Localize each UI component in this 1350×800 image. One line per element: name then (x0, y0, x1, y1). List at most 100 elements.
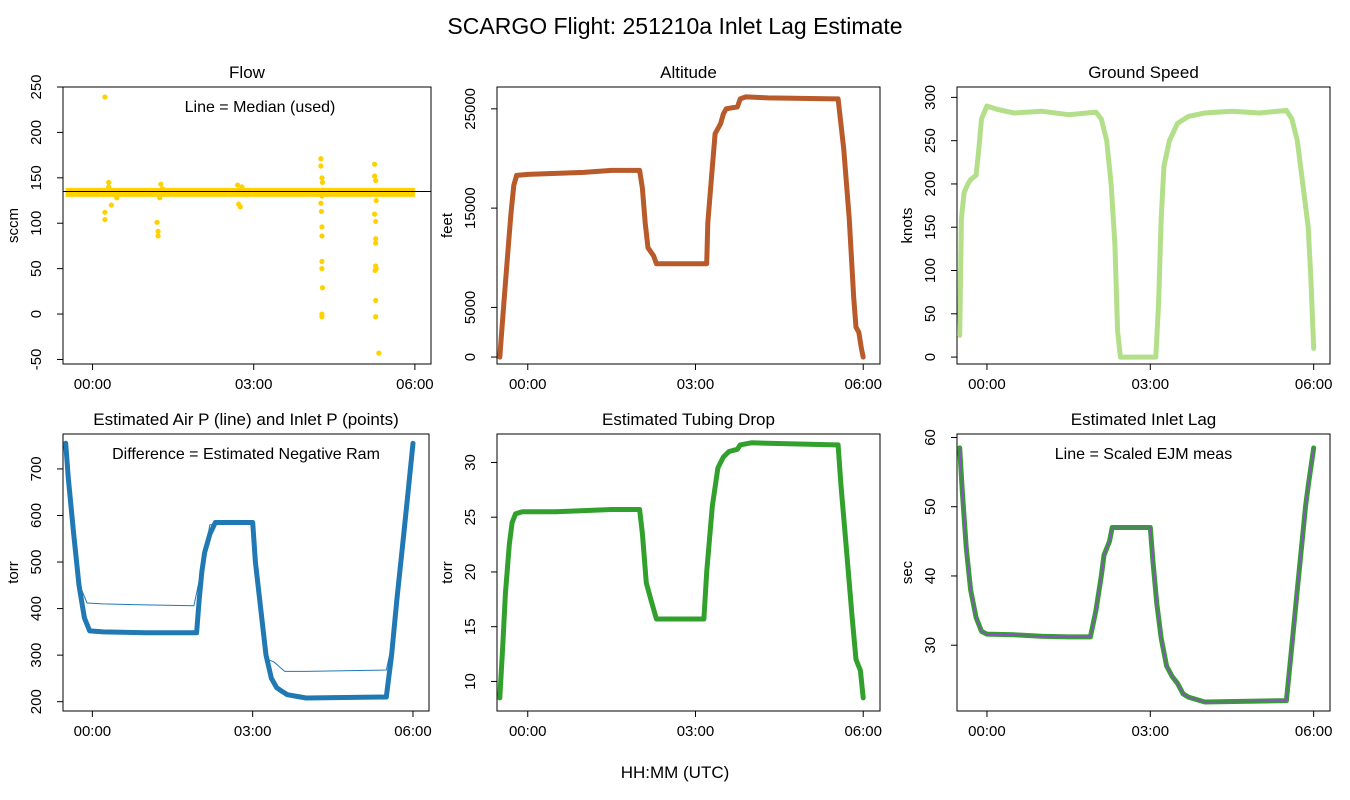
figure-x-label: HH:MM (UTC) (621, 763, 730, 782)
y-tick-label: 0 (922, 353, 939, 361)
x-tick-label: 03:00 (677, 723, 715, 740)
x-tick-label: 03:00 (234, 723, 272, 740)
flow-point (373, 240, 379, 246)
y-tick-label: 30 (922, 637, 939, 654)
x-tick-label: 06:00 (1295, 723, 1333, 740)
y-tick-label: 50 (922, 498, 939, 515)
flow-point (239, 184, 245, 190)
air-pressure-line (65, 445, 414, 672)
flow-point (373, 297, 379, 304)
flow-point (318, 163, 324, 169)
flow-point (371, 211, 378, 217)
y-tick-label: 700 (28, 456, 45, 481)
y-tick-label: 600 (28, 503, 45, 528)
panel-title: Flow (229, 63, 266, 82)
plot-frame (62, 86, 432, 365)
inlet-pressure-points (63, 440, 416, 701)
panel-annotation: Line = Median (used) (185, 99, 336, 116)
y-tick-label: 200 (922, 171, 939, 196)
x-tick-label: 00:00 (968, 723, 1006, 740)
flow-point (373, 197, 379, 204)
altitude-series (497, 94, 866, 360)
x-tick-label: 06:00 (844, 376, 882, 393)
y-tick-label: 0 (462, 353, 479, 361)
flow-point (102, 216, 108, 223)
plot-frame (956, 86, 1331, 365)
flow-point (106, 184, 112, 190)
flow-point (234, 182, 241, 188)
flow-point (102, 94, 108, 100)
flow-point (159, 186, 165, 192)
y-tick-label: 15000 (462, 187, 479, 229)
panel-title: Ground Speed (1088, 63, 1199, 82)
flow-point (371, 161, 378, 167)
flow-point (157, 195, 163, 201)
panel-title: Estimated Tubing Drop (602, 410, 775, 429)
panel-tubing_drop: Estimated Tubing Drop torr 10 15 20 25 30 00:00… (439, 410, 882, 740)
y-tick-label: 20 (462, 564, 479, 581)
y-axis-label: torr (439, 561, 456, 584)
figure-title: SCARGO Flight: 251210a Inlet Lag Estimat… (447, 13, 902, 39)
plot-frame (496, 86, 881, 365)
panel-title: Estimated Inlet Lag (1071, 410, 1217, 429)
panel-title: Altitude (660, 63, 717, 82)
x-tick-label: 06:00 (1295, 376, 1333, 393)
panel-inlet_lag: Estimated Inlet Lag sec 30 40 50 60 00:00 03:00… (899, 410, 1332, 740)
y-tick-label: 30 (462, 454, 479, 471)
y-tick-label: 40 (922, 568, 939, 585)
x-tick-label: 00:00 (509, 723, 547, 740)
flow-point (318, 200, 324, 206)
flow-point (372, 267, 378, 274)
y-tick-label: 100 (28, 211, 45, 236)
lag-points (957, 445, 1317, 705)
panel-annotation: Line = Scaled EJM meas (1055, 446, 1232, 463)
x-tick-label: 00:00 (968, 376, 1006, 393)
panel-title: Estimated Air P (line) and Inlet P (poin… (93, 410, 399, 429)
plot-frame (956, 433, 1331, 712)
y-tick-label: 400 (28, 596, 45, 621)
y-axis-label: knots (899, 208, 916, 244)
y-tick-label: 250 (28, 74, 45, 99)
x-tick-label: 06:00 (844, 723, 882, 740)
x-tick-label: 06:00 (394, 723, 432, 740)
y-tick-label: 25000 (462, 88, 479, 130)
x-tick-label: 00:00 (509, 376, 547, 393)
y-axis-label: feet (439, 212, 456, 238)
flow-point (319, 193, 325, 199)
flow-point (319, 179, 326, 185)
y-axis-label: sccm (5, 208, 22, 243)
flow-point (154, 219, 160, 225)
y-tick-label: 25 (462, 509, 479, 526)
flow-point (318, 208, 325, 215)
panel-altitude: Altitude feet 0 5000 15000 25000 00:00 03:00 06:… (439, 63, 882, 393)
flow-point (376, 350, 382, 356)
flow-point (155, 233, 161, 239)
y-tick-label: 60 (922, 429, 939, 446)
scaled-ejm-line (958, 447, 1315, 703)
flow-point (319, 314, 325, 320)
ground_speed-series (957, 103, 1317, 360)
y-tick-label: 150 (28, 165, 45, 190)
y-tick-label: 200 (28, 120, 45, 145)
flow-point (373, 177, 379, 184)
flow-point (114, 195, 120, 201)
x-tick-label: 00:00 (74, 723, 112, 740)
flow-point (371, 173, 378, 179)
flow-point (373, 218, 379, 225)
y-tick-label: 10 (462, 673, 479, 690)
panel-annotation: Difference = Estimated Negative Ram (112, 446, 380, 463)
y-tick-label: 50 (922, 305, 939, 322)
flow-point (319, 233, 325, 239)
panel-pressure: Estimated Air P (line) and Inlet P (poin… (5, 410, 432, 740)
flow-point (102, 209, 108, 215)
tubing_drop-series (497, 440, 866, 701)
flow-point (373, 314, 379, 320)
y-tick-label: 300 (922, 85, 939, 110)
x-tick-label: 00:00 (74, 376, 112, 393)
y-tick-label: 50 (28, 260, 45, 277)
y-tick-label: 150 (922, 215, 939, 240)
y-tick-label: 15 (462, 618, 479, 635)
flow-point (237, 204, 243, 210)
panel-ground_speed: Ground Speed knots 0 50 100 150 200 250 300 00:00… (899, 63, 1332, 393)
